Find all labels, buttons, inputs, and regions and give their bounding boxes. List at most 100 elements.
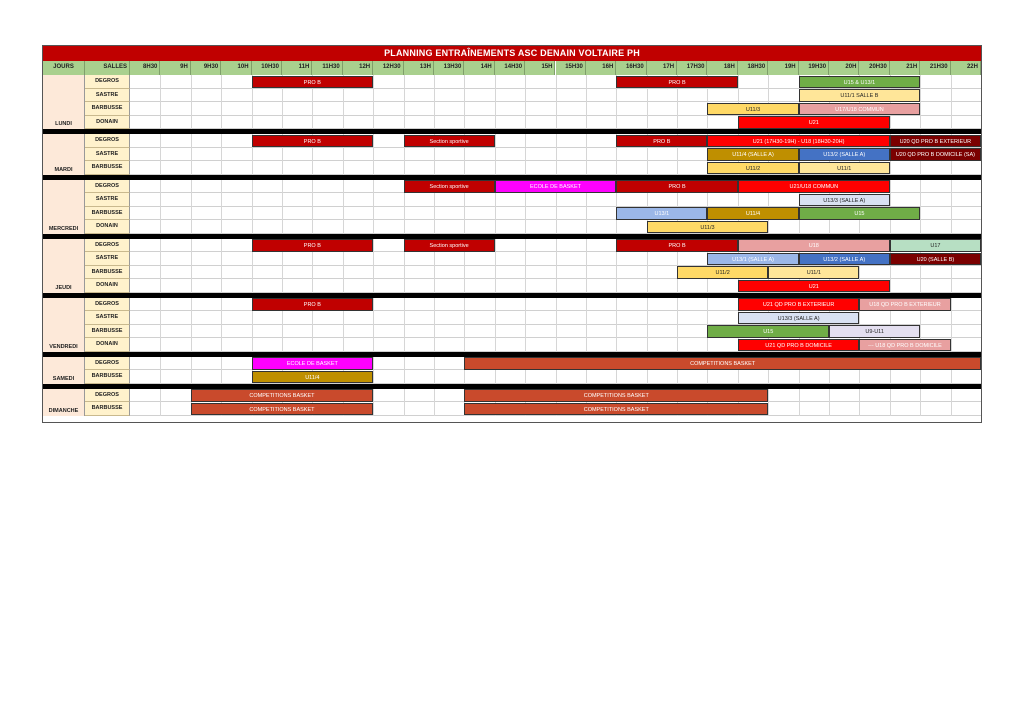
salle-label: DEGROS <box>85 297 130 311</box>
session-block[interactable]: U20 (SALLE B) <box>889 252 981 265</box>
grid-line <box>555 297 557 311</box>
session-block[interactable]: U21 <box>737 116 890 129</box>
session-block[interactable]: U11/3 <box>707 102 799 115</box>
grid-line <box>829 370 831 384</box>
grid-line <box>585 220 587 234</box>
grid-line <box>221 324 223 338</box>
grid-line <box>281 102 283 116</box>
grid-line <box>251 220 253 234</box>
session-block[interactable]: U18 <box>737 239 890 252</box>
grid-line <box>950 297 952 311</box>
session-block[interactable]: U15 <box>707 325 830 338</box>
session-block[interactable]: U20 QD PRO B DOMICILE (SA) <box>889 148 981 161</box>
grid-line <box>160 370 162 384</box>
day-separator <box>43 174 981 180</box>
session-block[interactable]: COMPETITIONS BASKET <box>464 357 981 370</box>
session-block[interactable]: Section sportive <box>403 180 495 193</box>
grid-line <box>373 147 375 161</box>
grid-line <box>373 206 375 220</box>
grid-line <box>525 370 527 384</box>
session-block[interactable]: U15 <box>798 207 921 220</box>
session-block[interactable]: U21/U18 COMMUN <box>737 180 890 193</box>
grid-line <box>494 338 496 352</box>
session-block[interactable]: U11/4 <box>707 207 799 220</box>
grid-line <box>464 265 466 279</box>
grid-line <box>585 161 587 175</box>
session-block[interactable]: U13/2 (SALLE A) <box>798 148 890 161</box>
session-block[interactable]: PRO B <box>616 239 738 252</box>
session-block[interactable]: COMPETITIONS BASKET <box>190 402 374 415</box>
session-block[interactable]: U11/1 SALLE B <box>798 89 921 102</box>
session-block[interactable]: U18 QD PRO B EXTERIEUR <box>859 298 951 311</box>
session-block[interactable]: U11/3 <box>646 220 769 233</box>
grid-line <box>251 311 253 325</box>
session-block[interactable]: U11/2 <box>707 161 799 174</box>
session-block[interactable]: U15 & U13/1 <box>798 75 921 88</box>
grid-line <box>798 388 800 402</box>
session-block[interactable]: ECOLE DE BASKET <box>494 180 617 193</box>
session-block[interactable]: U17/U18 COMMUN <box>798 102 921 115</box>
session-block[interactable]: U11/1 <box>768 266 860 279</box>
session-block[interactable]: U13/1 (SALLE A) <box>707 252 799 265</box>
session-block[interactable]: U13/3 (SALLE A) <box>798 193 890 206</box>
grid-line <box>251 88 253 102</box>
session-block[interactable]: U13/1 <box>616 207 708 220</box>
session-block[interactable]: ECOLE DE BASKET <box>251 357 374 370</box>
session-block[interactable]: PRO B <box>616 180 738 193</box>
session-block[interactable]: COMPETITIONS BASKET <box>190 389 374 402</box>
session-block[interactable]: U21 QD PRO B EXTERIEUR <box>737 298 860 311</box>
grid-line <box>312 147 314 161</box>
session-block[interactable]: U21 (17H30-19H) - U18 (18H30-20H) <box>707 134 890 147</box>
grid-line <box>555 338 557 352</box>
grid-line <box>494 193 496 207</box>
session-block[interactable]: U11/4 (SALLE A) <box>707 148 799 161</box>
grid-line <box>646 338 648 352</box>
session-block[interactable]: COMPETITIONS BASKET <box>464 402 769 415</box>
session-block[interactable]: Section sportive <box>403 134 495 147</box>
session-block[interactable]: PRO B <box>616 134 708 147</box>
session-block[interactable]: U11/2 <box>677 266 769 279</box>
session-block[interactable]: U11/1 <box>798 161 890 174</box>
grid-line <box>221 147 223 161</box>
session-block[interactable]: U13/3 (SALLE A) <box>737 311 860 324</box>
session-block[interactable]: --- U18 QD PRO B DOMICILE <box>859 338 951 351</box>
session-block[interactable]: PRO B <box>251 134 374 147</box>
grid-line <box>342 265 344 279</box>
session-block[interactable]: Section sportive <box>403 239 495 252</box>
grid-line <box>373 238 375 252</box>
salle-label: BARBUSSE <box>85 402 130 416</box>
salle-label: SASTRE <box>85 88 130 102</box>
header-time: 11H30 <box>312 61 343 75</box>
grid-line <box>829 220 831 234</box>
session-block[interactable]: U20 QD PRO B EXTERIEUR <box>889 134 981 147</box>
session-block[interactable]: PRO B <box>251 298 374 311</box>
salle-label: DEGROS <box>85 356 130 370</box>
day-label: DIMANCHE <box>43 388 85 416</box>
grid-line <box>464 75 466 89</box>
grid-line <box>342 88 344 102</box>
session-block[interactable]: PRO B <box>616 75 738 88</box>
session-block[interactable]: U9-U11 <box>829 325 921 338</box>
grid-line <box>646 311 648 325</box>
session-block[interactable]: U11/4 <box>251 370 374 383</box>
grid-line <box>768 88 770 102</box>
session-block[interactable]: U13/2 (SALLE A) <box>798 252 890 265</box>
grid-line <box>342 311 344 325</box>
grid-line <box>889 311 891 325</box>
session-block[interactable]: COMPETITIONS BASKET <box>464 389 769 402</box>
grid-line <box>160 134 162 148</box>
grid-line <box>859 265 861 279</box>
grid-line <box>190 311 192 325</box>
grid-line <box>403 297 405 311</box>
grid-line <box>555 324 557 338</box>
session-block[interactable]: U21 <box>737 279 890 292</box>
session-block[interactable]: U21 QD PRO B DOMICILE <box>737 338 860 351</box>
header-time: 19H30 <box>798 61 830 75</box>
session-block[interactable]: PRO B <box>251 239 374 252</box>
grid-line <box>616 252 618 266</box>
session-block[interactable]: U17 <box>889 239 981 252</box>
day-label: MERCREDI <box>43 179 85 234</box>
header-time: 16H <box>585 61 617 75</box>
session-block[interactable]: PRO B <box>251 75 374 88</box>
grid-line <box>616 265 618 279</box>
